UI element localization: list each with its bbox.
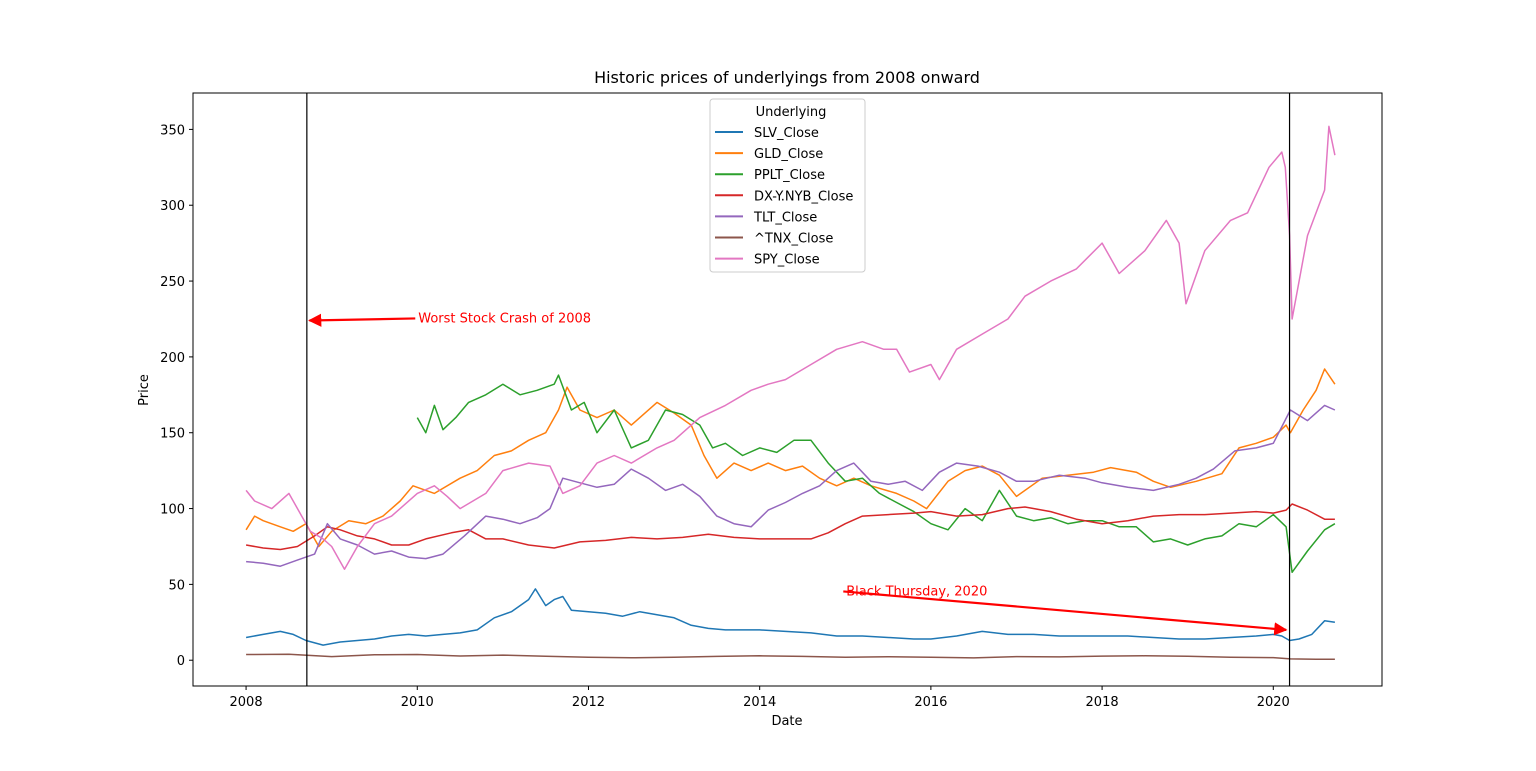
series-line-tlt-close <box>246 404 1336 567</box>
series-line-spy-close <box>245 125 1336 570</box>
legend-label-tnx-close: ^TNX_Close <box>754 232 833 247</box>
annotation-arrow-2 <box>843 590 1288 636</box>
legend-label-gld-close: GLD_Close <box>754 147 823 162</box>
x-tick-label: 2008 <box>230 695 263 710</box>
annotation-text-2: Black Thursday, 2020 <box>846 584 987 599</box>
x-axis: 2008 2010 2012 2014 2016 2018 2020 <box>230 686 1290 710</box>
plot-area: 2008 2010 2012 2014 2016 2018 2020 0 50 100 150 20… <box>160 92 1383 710</box>
legend-box <box>709 98 866 273</box>
y-axis-title: Price <box>137 374 152 406</box>
x-tick-label: 2014 <box>743 695 776 710</box>
legend-label-dx-y-nyb-close: DX-Y.NYB_Close <box>754 189 853 204</box>
legend-items: SLV_Close GLD_Close PPLT_Close DX-Y.NYB_Clo… <box>715 126 853 268</box>
legend-label-slv-close: SLV_Close <box>754 126 819 141</box>
y-tick-label: 50 <box>168 578 185 593</box>
series-line-gld-close <box>245 368 1336 548</box>
vline-layer <box>306 93 1291 686</box>
x-tick-label: 2012 <box>572 695 605 710</box>
x-tick-label: 2020 <box>1257 695 1290 710</box>
series-line-slv-close <box>245 588 1336 646</box>
y-tick-label: 200 <box>160 351 185 366</box>
y-axis: 0 50 100 150 200 250 300 350 <box>160 123 193 669</box>
legend-title: Underlying <box>756 105 827 120</box>
x-tick-label: 2016 <box>914 695 947 710</box>
legend-label-spy-close: SPY_Close <box>754 253 820 268</box>
series-layer <box>245 125 1336 661</box>
y-tick-label: 300 <box>160 199 185 214</box>
x-tick-label: 2010 <box>401 695 434 710</box>
chart-title: Historic prices of underlyings from 2008… <box>594 68 980 87</box>
annotation-layer: Worst Stock Crash of 2008 Black Thursday,… <box>308 311 1288 636</box>
x-tick-label: 2018 <box>1086 695 1119 710</box>
y-tick-label: 350 <box>160 123 185 138</box>
y-tick-label: 150 <box>160 427 185 442</box>
x-axis-title: Date <box>771 714 802 729</box>
series-line-dx-y-nyb-close <box>245 503 1335 551</box>
legend-label-tlt-close: TLT_Close <box>753 210 817 225</box>
series-line-pplt-close <box>416 374 1336 574</box>
legend: Underlying SLV_Close GLD_Close PPLT_Close D… <box>709 98 866 273</box>
annotation-arrow-1 <box>308 313 416 327</box>
series-line-tnx-close <box>246 653 1335 661</box>
annotation-text-1: Worst Stock Crash of 2008 <box>418 311 591 326</box>
y-tick-label: 100 <box>160 503 185 518</box>
y-tick-label: 250 <box>160 275 185 290</box>
legend-label-pplt-close: PPLT_Close <box>754 168 825 183</box>
plot-frame <box>192 92 1383 687</box>
y-tick-label: 0 <box>177 654 185 669</box>
